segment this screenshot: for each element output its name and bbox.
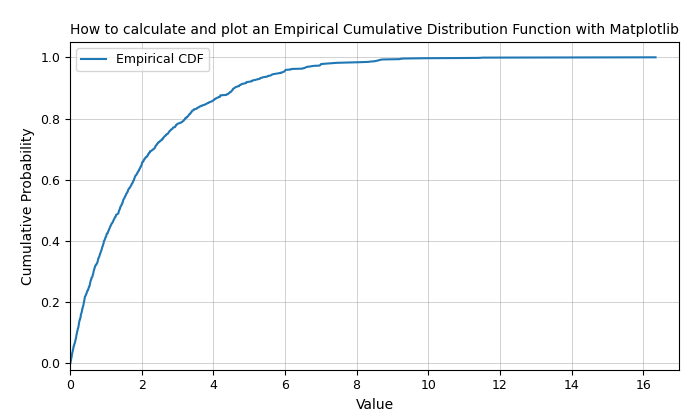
Empirical CDF bbox=[106, 226, 114, 231]
Y-axis label: Cumulative Probability: Cumulative Probability bbox=[21, 127, 35, 285]
Line: Empirical CDF: Empirical CDF bbox=[70, 57, 655, 363]
Empirical CDF bbox=[145, 151, 153, 156]
Legend: Empirical CDF: Empirical CDF bbox=[76, 48, 209, 71]
Empirical CDF bbox=[101, 237, 109, 242]
Empirical CDF bbox=[73, 329, 81, 334]
Empirical CDF bbox=[651, 55, 659, 60]
Empirical CDF bbox=[181, 117, 189, 122]
Empirical CDF bbox=[66, 361, 74, 366]
X-axis label: Value: Value bbox=[356, 398, 393, 412]
Title: How to calculate and plot an Empirical Cumulative Distribution Function with Mat: How to calculate and plot an Empirical C… bbox=[70, 23, 679, 37]
Empirical CDF bbox=[173, 122, 181, 127]
